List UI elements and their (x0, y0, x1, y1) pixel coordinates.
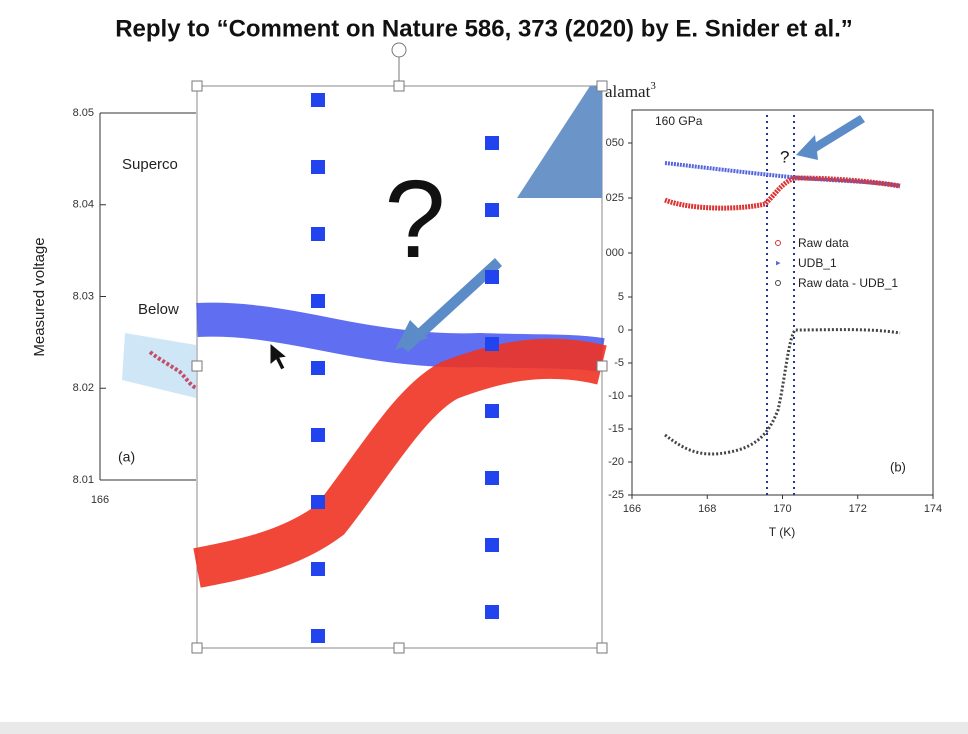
authors-text: alamat (605, 82, 651, 101)
big-question-mark: ? (384, 158, 445, 281)
arrow (400, 258, 502, 352)
y-tick-label: -25 (608, 489, 624, 501)
resize-handle[interactable] (191, 642, 203, 654)
highlight (122, 333, 196, 398)
resize-handle[interactable] (393, 80, 405, 92)
udb-curve (664, 161, 901, 188)
marker-dot (485, 270, 499, 284)
y-tick-label: 8.05 (73, 107, 94, 119)
marker-dot (485, 203, 499, 217)
raw-band (193, 338, 607, 588)
legend-entry: UDB_1 (798, 256, 837, 270)
marker-dot (311, 93, 325, 107)
y-tick-label: 0 (618, 324, 624, 336)
y-tick-label: -15 (608, 423, 624, 435)
x-tick-label: 170 (773, 503, 791, 515)
resize-handle[interactable] (596, 642, 608, 654)
resize-handle[interactable] (393, 642, 405, 654)
y-tick-label: 8.03 (73, 290, 94, 302)
marker-dot (311, 629, 325, 643)
data-curve (148, 350, 198, 390)
authors-sup: 3 (650, 80, 656, 92)
panel-label: (a) (118, 449, 135, 465)
marker-dot (311, 361, 325, 375)
panel-text: Superco (122, 156, 178, 173)
resize-handle[interactable] (191, 80, 203, 92)
authors-fragment: alamat3 (605, 80, 656, 101)
panel-a: Measured voltage Superco Below (a) 8.05 8… (31, 107, 198, 506)
panel-b: 160 GPa ? ▸ Raw data UDB_1 Raw data - UD… (606, 109, 942, 539)
marker-dot (311, 562, 325, 576)
marker-dot (311, 428, 325, 442)
zoom-image[interactable]: ? (191, 42, 608, 654)
marker-dot (485, 538, 499, 552)
y-tick-label: 5 (618, 291, 624, 303)
y-tick-label: 8.02 (73, 382, 94, 394)
y-axis-label: Measured voltage (31, 237, 48, 356)
resize-handle[interactable] (596, 80, 608, 92)
arrowhead (796, 135, 818, 160)
marker-dot (311, 160, 325, 174)
legend-marker (775, 280, 781, 286)
marker-dot (485, 605, 499, 619)
y-tick-label: -20 (608, 456, 624, 468)
y-tick-label: 025 (606, 192, 624, 204)
legend-marker (775, 240, 781, 246)
resize-handle[interactable] (596, 360, 608, 372)
y-tick-label: 000 (606, 247, 624, 259)
diff-curve (664, 328, 901, 456)
resize-handle[interactable] (191, 360, 203, 372)
raw-curve (664, 175, 901, 211)
x-tick-label: 166 (91, 494, 109, 506)
pressure-label: 160 GPa (655, 114, 703, 128)
legend-marker: ▸ (776, 257, 781, 267)
legend-entry: Raw data - UDB_1 (798, 276, 898, 290)
y-tick-label: -5 (614, 357, 624, 369)
handles (191, 80, 608, 654)
x-tick-label: 168 (698, 503, 716, 515)
x-tick-label: 174 (924, 503, 942, 515)
legend-entry: Raw data (798, 236, 849, 250)
question-mark: ? (780, 147, 789, 166)
y-tick-label: 8.04 (73, 199, 94, 211)
panel-text: Below (138, 301, 179, 318)
x-tick-label: 172 (849, 503, 867, 515)
panel-label: (b) (890, 459, 906, 474)
marker-dot (311, 294, 325, 308)
y-tick-label: 050 (606, 137, 624, 149)
cursor (269, 341, 289, 371)
marker-dot (485, 404, 499, 418)
marker-dot (485, 136, 499, 150)
marker-dot (485, 337, 499, 351)
slide-title: Reply to “Comment on Nature 586, 373 (20… (115, 15, 853, 42)
marker-dot (485, 471, 499, 485)
arrowhead (395, 320, 428, 350)
rotate-handle[interactable] (391, 42, 407, 58)
x-axis-label: T (K) (769, 525, 795, 539)
y-tick-label: 8.01 (73, 474, 94, 486)
marker-dot (311, 495, 325, 509)
marker-dot (311, 227, 325, 241)
x-tick-label: 166 (623, 503, 641, 515)
y-tick-label: -10 (608, 390, 624, 402)
triangle (517, 86, 602, 198)
